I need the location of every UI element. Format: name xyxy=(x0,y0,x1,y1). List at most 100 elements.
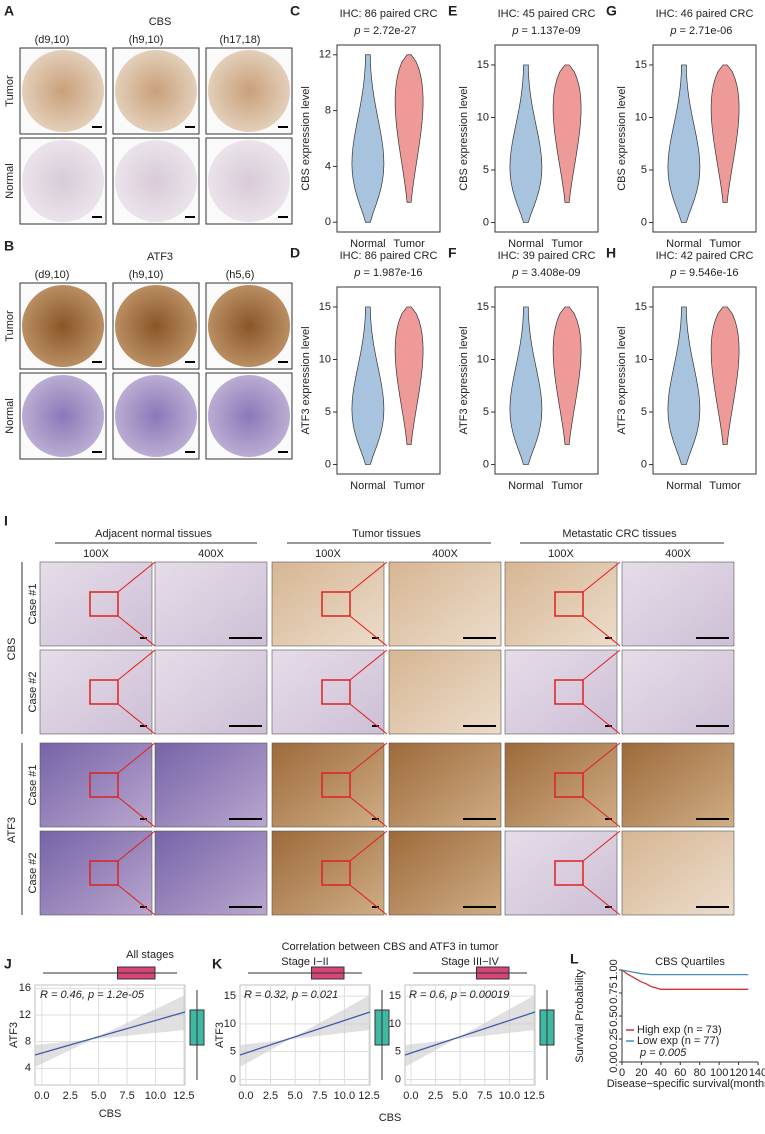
y-tick-label: 12 xyxy=(19,1009,31,1021)
x-tick-label: 0.0 xyxy=(238,1090,253,1102)
x-tick-label: 10.0 xyxy=(499,1090,520,1102)
panel-title: IHC: 45 paired CRC xyxy=(498,8,596,20)
panel-label: J xyxy=(4,956,12,972)
tissue-core xyxy=(208,140,290,222)
y-tick-label: 10 xyxy=(224,1018,236,1030)
zoom-box xyxy=(321,591,351,617)
legend-label: High exp (n = 73) xyxy=(637,1024,722,1036)
micrograph xyxy=(504,649,618,735)
row-label: Normal xyxy=(4,163,16,198)
x-tick-label: 7.5 xyxy=(312,1090,327,1102)
y-tick-label: 0 xyxy=(483,458,489,470)
y-tick-label: 15 xyxy=(635,59,647,71)
y-tick-label: 10 xyxy=(389,1018,401,1030)
panel-title: IHC: 86 paired CRC xyxy=(340,250,438,262)
y-tick-label: 10 xyxy=(635,111,647,123)
stats: R = 0.32, p = 0.021 xyxy=(244,989,338,1001)
plot-frame xyxy=(652,286,757,475)
stats: R = 0.46, p = 1.2e-05 xyxy=(40,989,145,1001)
y-tick-label: 15 xyxy=(477,59,489,71)
tissue-core xyxy=(208,375,290,457)
tissue-core xyxy=(22,285,104,367)
zoom-line xyxy=(582,742,621,774)
y-tick-label: 0 xyxy=(325,216,331,228)
column-label: (d9,10) xyxy=(35,269,70,281)
stats: R = 0.6, p = 0.00019 xyxy=(409,989,509,1001)
p-symbol: p xyxy=(353,25,360,37)
magnification: 400X xyxy=(665,548,691,560)
p-symbol: p xyxy=(511,267,518,279)
marker-label: CBS xyxy=(6,638,18,661)
magnification: 100X xyxy=(315,548,341,560)
column-label: (h9,10) xyxy=(129,269,164,281)
confidence-band xyxy=(35,995,185,1067)
y-axis-label: ATF3 expression level xyxy=(458,326,470,434)
panel-label: G xyxy=(606,3,617,19)
micrograph xyxy=(621,742,735,828)
x-tick-label: 40 xyxy=(655,1067,667,1079)
marker-label: ATF3 xyxy=(6,817,18,843)
y-tick-label: 5 xyxy=(325,406,331,418)
magnification: 400X xyxy=(432,548,458,560)
y-tick-label: 1.00 xyxy=(608,959,620,980)
x-tick-label: 5.0 xyxy=(453,1090,468,1102)
x-tick-label: Normal xyxy=(508,480,543,492)
panel-label: L xyxy=(570,951,579,967)
magnification: 100X xyxy=(548,548,574,560)
x-tick-label: Normal xyxy=(508,238,543,250)
p-value: = 1.137e-09 xyxy=(522,25,581,37)
column-label: (h9,10) xyxy=(129,34,164,46)
panel-title: ATF3 xyxy=(147,251,173,263)
p-value: p = 0.005 xyxy=(639,1047,687,1059)
zoom-line xyxy=(582,561,621,593)
x-tick-label: 12.5 xyxy=(173,1090,194,1102)
x-tick-label: 2.5 xyxy=(428,1090,443,1102)
micrograph xyxy=(39,649,153,735)
x-tick-label: 12.5 xyxy=(358,1090,379,1102)
zoom-box xyxy=(321,772,351,798)
zoom-line xyxy=(349,703,388,735)
row-label: Tumor xyxy=(4,310,16,342)
x-tick-label: Normal xyxy=(666,480,701,492)
micrograph xyxy=(504,742,618,828)
y-axis-label: ATF3 xyxy=(8,1022,20,1048)
zoom-line xyxy=(582,884,621,916)
zoom-line xyxy=(582,796,621,828)
y-tick-label: 5 xyxy=(483,164,489,176)
zoom-line xyxy=(117,884,156,916)
p-symbol: p xyxy=(669,25,676,37)
y-tick-label: 0.75 xyxy=(608,982,620,1003)
tissue-core xyxy=(115,140,197,222)
x-tick-label: 0.0 xyxy=(403,1090,418,1102)
y-tick-label: 8 xyxy=(25,1036,31,1048)
tissue-core xyxy=(22,375,104,457)
x-tick-label: 80 xyxy=(694,1067,706,1079)
regression-line xyxy=(404,1011,536,1056)
micrograph xyxy=(271,830,385,916)
zoom-box xyxy=(554,860,584,886)
subtitle: Stage III−IV xyxy=(441,956,499,968)
tissue-core xyxy=(22,140,104,222)
y-tick-label: 0.50 xyxy=(608,1005,620,1026)
x-axis-label: CBS xyxy=(379,1112,402,1124)
y-tick-label: 0 xyxy=(325,458,331,470)
violin-normal xyxy=(667,306,701,465)
zoom-box xyxy=(554,591,584,617)
zoom-line xyxy=(349,796,388,828)
tissue-core xyxy=(115,50,197,132)
y-tick-label: 0.25 xyxy=(608,1028,620,1049)
violin-normal xyxy=(509,306,543,465)
y-axis-label: ATF3 expression level xyxy=(300,326,312,434)
panel-label: F xyxy=(448,245,457,261)
panel-label: B xyxy=(4,238,14,254)
panel-title: IHC: 42 paired CRC xyxy=(656,250,754,262)
column-label: (h17,18) xyxy=(220,34,261,46)
y-tick-label: 15 xyxy=(319,301,331,313)
tissue-core xyxy=(22,50,104,132)
x-axis-label: Disease−specific survival(months) xyxy=(607,1078,765,1090)
plot-frame xyxy=(652,44,757,233)
x-tick-label: 2.5 xyxy=(263,1090,278,1102)
case-label: Case #1 xyxy=(27,584,39,625)
y-tick-label: 10 xyxy=(477,111,489,123)
